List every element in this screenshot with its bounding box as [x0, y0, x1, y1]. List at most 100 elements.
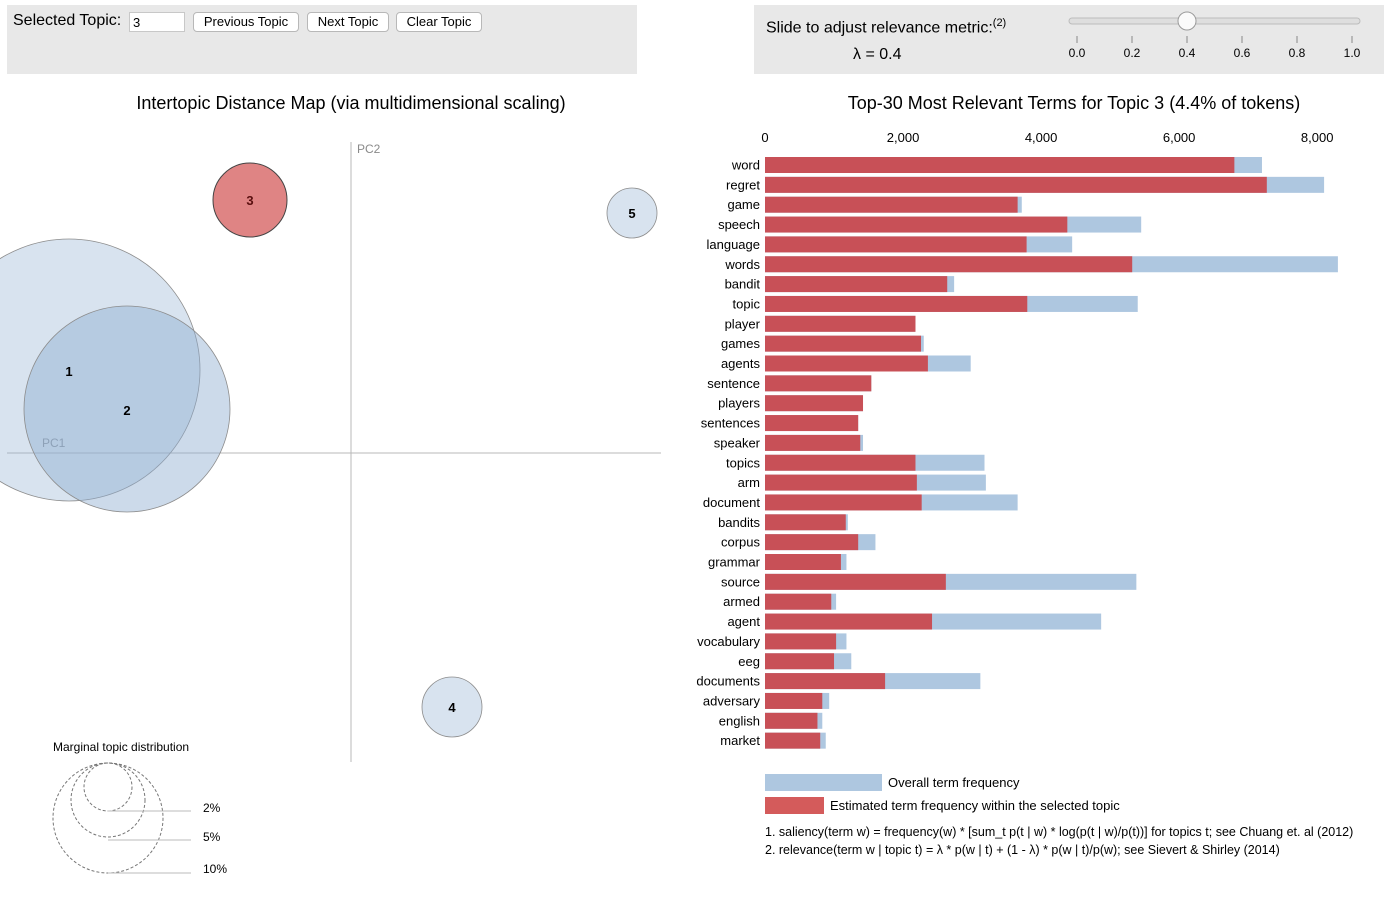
footnote-relevance: 2. relevance(term w | topic t) = λ * p(w… [765, 843, 1280, 857]
term-label[interactable]: player [725, 316, 761, 331]
term-label[interactable]: bandit [725, 277, 761, 292]
slider-handle[interactable] [1177, 11, 1197, 31]
bar-topic-source[interactable] [765, 573, 946, 590]
bar-topic-bandits[interactable] [765, 514, 846, 531]
bar-chart-x-axis: 0 2,000 4,000 6,000 8,000 [761, 130, 1333, 145]
term-label[interactable]: topics [726, 455, 760, 470]
topic-bubble-2[interactable] [23, 305, 231, 513]
bar-topic-agents[interactable] [765, 355, 928, 372]
term-label[interactable]: vocabulary [697, 634, 760, 649]
bar-topic-language[interactable] [765, 236, 1027, 253]
term-label[interactable]: adversary [703, 693, 761, 708]
term-label[interactable]: words [724, 257, 760, 272]
topic-bubble-4[interactable] [421, 676, 483, 738]
bar-topic-armed[interactable] [765, 593, 832, 610]
bar-topic-vocabulary[interactable] [765, 633, 837, 650]
selected-topic-label: Selected Topic: [13, 12, 122, 29]
term-label[interactable]: armed [723, 594, 760, 609]
legend-overall-label: Overall term frequency [888, 775, 1020, 790]
term-label[interactable]: agent [727, 614, 760, 629]
bar-topic-game[interactable] [765, 196, 1018, 213]
bar-topic-english[interactable] [765, 712, 818, 729]
term-label[interactable]: topic [733, 296, 761, 311]
bar-topic-speech[interactable] [765, 216, 1068, 233]
topic-bubble-1[interactable] [0, 238, 201, 502]
next-topic-button[interactable]: Next Topic [307, 12, 389, 32]
bar-topic-documents[interactable] [765, 673, 886, 690]
marginal-circle-5pct [70, 762, 146, 838]
slider-track[interactable] [1068, 17, 1361, 25]
bar-topic-agent[interactable] [765, 613, 933, 630]
term-label[interactable]: games [721, 336, 761, 351]
bar-topic-word[interactable] [765, 157, 1235, 173]
term-label[interactable]: source [721, 574, 760, 589]
topic-bubble-3[interactable] [212, 162, 288, 238]
bar-topic-adversary[interactable] [765, 692, 823, 709]
slider-tick-label: 0.0 [1069, 46, 1086, 60]
bar-topic-sentences[interactable] [765, 415, 859, 432]
term-label[interactable]: players [718, 396, 760, 411]
slider-tick-label: 0.4 [1179, 46, 1196, 60]
term-label[interactable]: speech [718, 217, 760, 232]
term-label[interactable]: arm [738, 475, 760, 490]
pc2-label: PC2 [357, 142, 381, 156]
bar-topic-arm[interactable] [765, 474, 917, 491]
bar-topic-games[interactable] [765, 335, 921, 352]
term-label[interactable]: game [727, 197, 760, 212]
x-tick-label: 8,000 [1301, 130, 1334, 145]
marginal-label-5pct: 5% [203, 830, 221, 844]
bar-topic-bandit[interactable] [765, 276, 948, 293]
x-tick-label: 0 [761, 130, 768, 145]
bar-topic-corpus[interactable] [765, 534, 859, 551]
bar-chart-bars [765, 157, 1338, 749]
term-label[interactable]: agents [721, 356, 761, 371]
map-title: Intertopic Distance Map (via multidimens… [136, 93, 565, 113]
lambda-readout: λ = 0.4 [853, 46, 902, 63]
slider-tick-label: 0.8 [1289, 46, 1306, 60]
bar-topic-eeg[interactable] [765, 653, 835, 670]
topic-label-4: 4 [448, 700, 456, 715]
relevance-slider-label: Slide to adjust relevance metric:(2) [766, 17, 1006, 37]
term-label[interactable]: grammar [708, 555, 761, 570]
term-label[interactable]: language [707, 237, 761, 252]
term-label[interactable]: english [719, 713, 760, 728]
term-label[interactable]: documents [696, 674, 760, 689]
marginal-circle-10pct [52, 762, 164, 874]
bar-topic-sentence[interactable] [765, 375, 872, 392]
topic-bubble-5[interactable] [606, 187, 658, 239]
marginal-label-2pct: 2% [203, 801, 221, 815]
term-label[interactable]: corpus [721, 535, 761, 550]
x-tick-label: 4,000 [1025, 130, 1058, 145]
bar-topic-regret[interactable] [765, 176, 1267, 193]
bar-topic-grammar[interactable] [765, 554, 841, 570]
bar-topic-topic[interactable] [765, 295, 1028, 312]
pc1-label: PC1 [42, 436, 66, 450]
bar-chart-legend: Overall term frequency Estimated term fr… [765, 774, 1120, 814]
bar-topic-speaker[interactable] [765, 434, 861, 451]
bar-topic-document[interactable] [765, 494, 922, 511]
bar-topic-player[interactable] [765, 315, 916, 332]
clear-topic-button[interactable]: Clear Topic [396, 12, 482, 32]
term-label[interactable]: regret [726, 177, 760, 192]
term-label[interactable]: speaker [714, 435, 761, 450]
term-label[interactable]: document [703, 495, 760, 510]
selected-topic-input[interactable] [129, 12, 185, 32]
term-label[interactable]: eeg [738, 654, 760, 669]
bar-topic-market[interactable] [765, 732, 821, 749]
term-label[interactable]: bandits [718, 515, 760, 530]
legend-topic-label: Estimated term frequency within the sele… [830, 798, 1120, 813]
bar-topic-players[interactable] [765, 395, 864, 412]
topic-bubbles: 1 2 3 4 5 [0, 162, 658, 738]
term-label[interactable]: sentences [701, 416, 761, 431]
term-label[interactable]: word [731, 158, 760, 173]
relevance-slider[interactable]: 0.0 0.2 0.4 0.6 0.8 1.0 [1068, 11, 1361, 60]
bar-topic-words[interactable] [765, 256, 1133, 273]
bar-chart-term-labels: word regret game speech language words bandit t… [696, 158, 760, 749]
slider-tick-label: 0.6 [1234, 46, 1251, 60]
term-label[interactable]: sentence [707, 376, 760, 391]
bar-topic-topics[interactable] [765, 454, 916, 471]
previous-topic-button[interactable]: Previous Topic [193, 12, 299, 32]
x-tick-label: 2,000 [887, 130, 920, 145]
term-label[interactable]: market [720, 733, 760, 748]
